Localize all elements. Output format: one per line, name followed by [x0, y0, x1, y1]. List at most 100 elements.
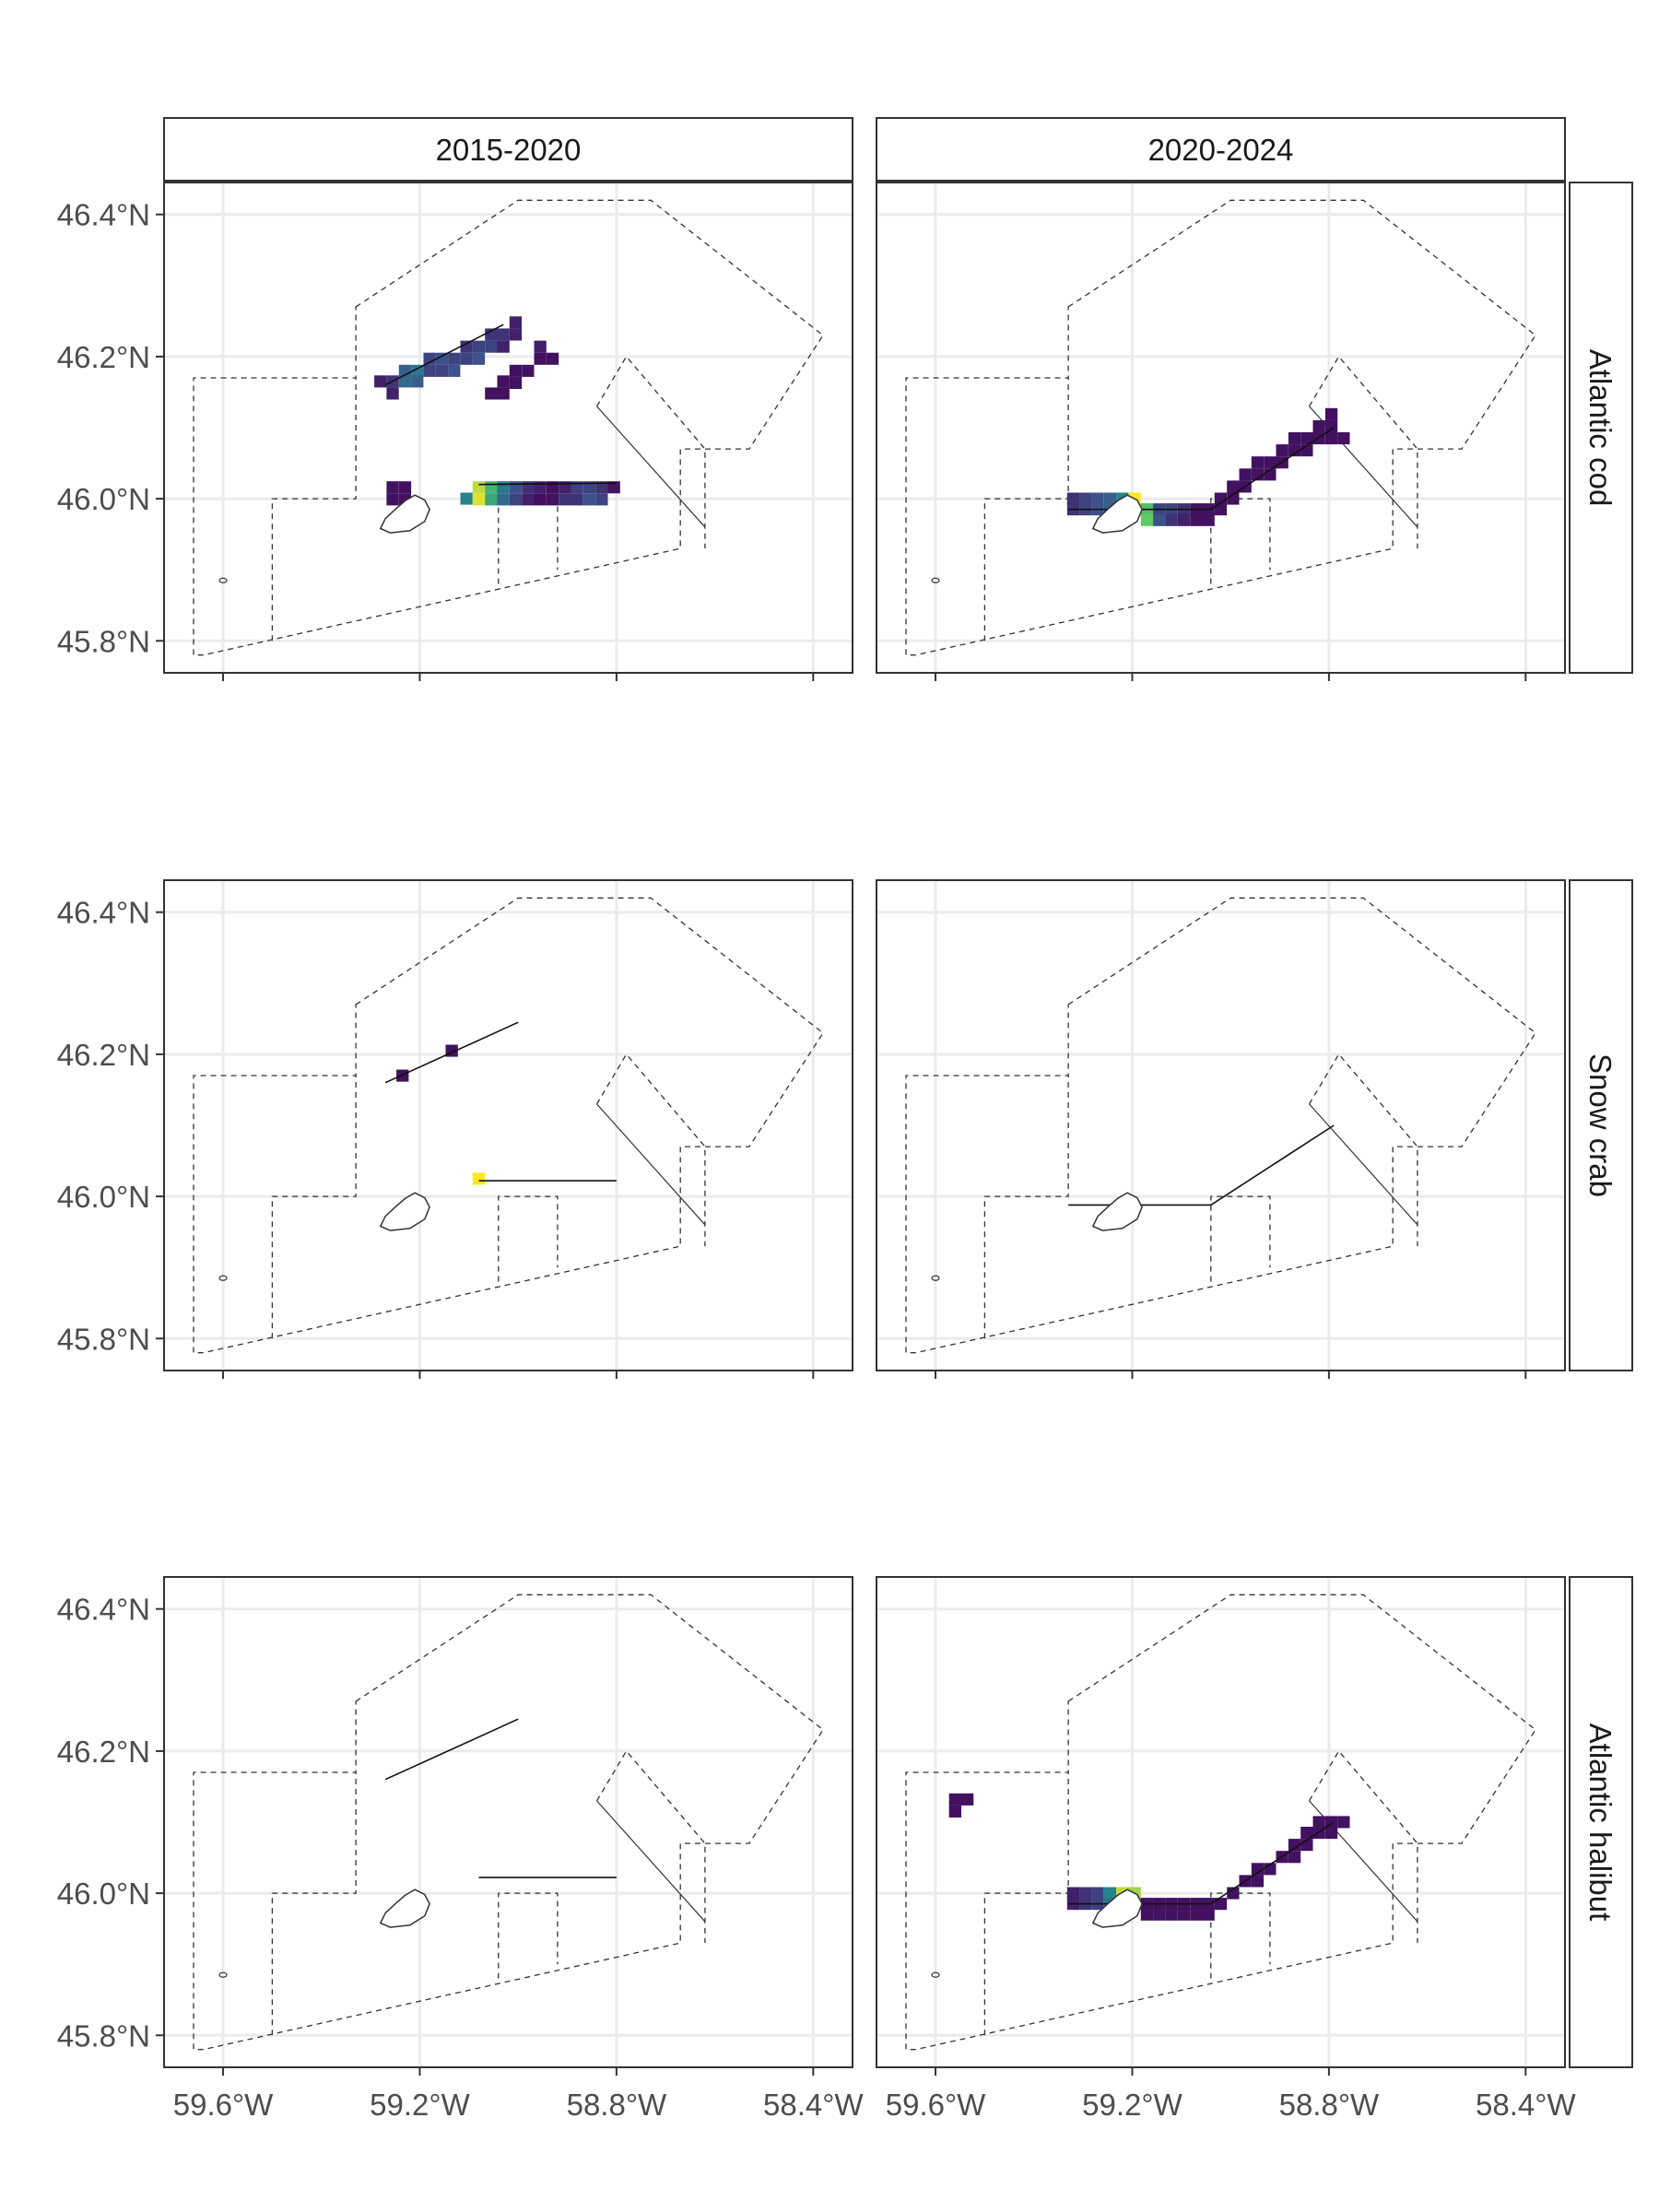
heat-cell	[1214, 503, 1228, 516]
heat-cell	[1312, 419, 1325, 432]
heat-cell	[386, 387, 399, 400]
small-island-outline	[931, 1971, 940, 1978]
heat-cell	[509, 316, 523, 329]
heat-cell	[1202, 513, 1215, 526]
heat-cell	[1153, 513, 1166, 526]
x-tick-label: 59.2°W	[370, 2088, 470, 2122]
heat-cell	[582, 493, 596, 506]
panel-background	[164, 880, 853, 1371]
heat-cell	[497, 340, 510, 353]
heat-cell	[472, 481, 486, 494]
heat-cell	[423, 364, 436, 377]
heat-cell	[509, 364, 523, 377]
heat-cell	[497, 387, 510, 400]
survey-track	[384, 1718, 519, 1781]
zone-divider-line	[596, 1800, 706, 1923]
panel-background	[164, 1577, 853, 2067]
small-island-outline	[218, 577, 228, 583]
zone-boundary	[983, 1076, 1069, 1339]
heat-cell	[582, 481, 596, 494]
heat-cell	[398, 375, 412, 388]
zone-boundary	[983, 1772, 1069, 2036]
heat-cell	[1251, 1875, 1265, 1888]
heat-cell	[423, 352, 436, 365]
heat-cell	[1079, 1887, 1092, 1900]
x-tick-label: 58.8°W	[1279, 2088, 1380, 2122]
small-island-outline	[931, 577, 940, 583]
survey-track	[478, 482, 617, 486]
heat-cell	[485, 328, 498, 341]
y-tick-label: 45.8°N	[57, 624, 150, 658]
panel-border	[163, 1576, 853, 2068]
heat-cell	[472, 352, 486, 365]
island-outline	[379, 1888, 430, 1928]
heat-cell	[1337, 432, 1350, 445]
heat-cell	[1251, 456, 1265, 469]
y-tick-label: 46.2°N	[57, 1735, 150, 1769]
panel-background	[877, 880, 1565, 1371]
zone-boundary	[271, 1076, 357, 1339]
heat-cell	[1214, 1898, 1228, 1911]
heat-cell	[472, 493, 486, 506]
heat-cell	[1103, 492, 1117, 505]
heat-cell	[435, 364, 449, 377]
heat-cell	[1288, 444, 1301, 457]
panel-border	[876, 879, 1566, 1371]
heat-cell	[460, 340, 473, 353]
small-island-outline	[218, 1275, 228, 1281]
heat-cell	[1091, 1887, 1104, 1900]
heat-cell	[1324, 1827, 1338, 1840]
heat-cell	[1202, 1908, 1215, 1921]
heat-cell	[1300, 432, 1313, 445]
facet-strip-row	[1569, 182, 1633, 674]
x-tick-label: 58.4°W	[763, 2088, 864, 2122]
heat-cell	[1177, 1908, 1191, 1921]
heat-cell	[1091, 492, 1104, 505]
heat-cell	[497, 328, 510, 341]
heat-cell	[1324, 407, 1338, 420]
facet-strip-column	[163, 117, 853, 182]
heat-cell	[1227, 1887, 1240, 1900]
panel-border	[876, 182, 1566, 674]
y-tick-label: 46.2°N	[57, 1038, 150, 1072]
heat-cell	[1288, 1851, 1301, 1864]
y-tick-label: 45.8°N	[57, 2018, 150, 2053]
heat-cell	[522, 364, 535, 377]
management-area-boundary	[905, 1594, 1536, 2051]
y-tick-label: 46.0°N	[57, 1180, 150, 1214]
facet-strip-row	[1569, 879, 1633, 1371]
heat-cell	[509, 493, 523, 506]
heat-cell	[1066, 492, 1080, 505]
island-outline	[1091, 494, 1143, 534]
subzone-boundary	[498, 1195, 559, 1282]
facet-strip-column-label: 2020-2024	[1148, 133, 1294, 167]
facet-strip-column-label: 2015-2020	[436, 133, 582, 167]
heat-cell	[1165, 1908, 1178, 1921]
heat-cell	[497, 493, 510, 506]
x-tick-label: 59.2°W	[1082, 2088, 1182, 2122]
heat-cell	[522, 481, 535, 494]
zone-boundary	[983, 378, 1069, 641]
heat-cell	[411, 375, 424, 388]
y-tick-label: 45.8°N	[57, 1322, 150, 1356]
heat-cell	[448, 364, 461, 377]
heat-cell	[485, 340, 498, 353]
y-tick-label: 46.4°N	[57, 1593, 150, 1627]
facet-strip-row-label: Atlantic cod	[1583, 349, 1618, 507]
heat-cell	[571, 481, 583, 494]
island-outline	[1091, 1192, 1143, 1231]
heat-cell	[1066, 1887, 1080, 1900]
heat-cell	[559, 493, 571, 506]
panel-background	[164, 182, 853, 673]
zone-boundary	[271, 1772, 357, 2036]
survey-track	[384, 1021, 519, 1084]
heat-cell	[1140, 513, 1154, 526]
heat-cell	[522, 493, 535, 506]
heat-cell	[1239, 468, 1252, 481]
heat-cell	[435, 352, 449, 365]
panel-background	[877, 1577, 1565, 2067]
heat-cell	[1288, 1839, 1301, 1852]
heat-cell	[509, 376, 523, 389]
heat-cell	[1079, 492, 1092, 505]
